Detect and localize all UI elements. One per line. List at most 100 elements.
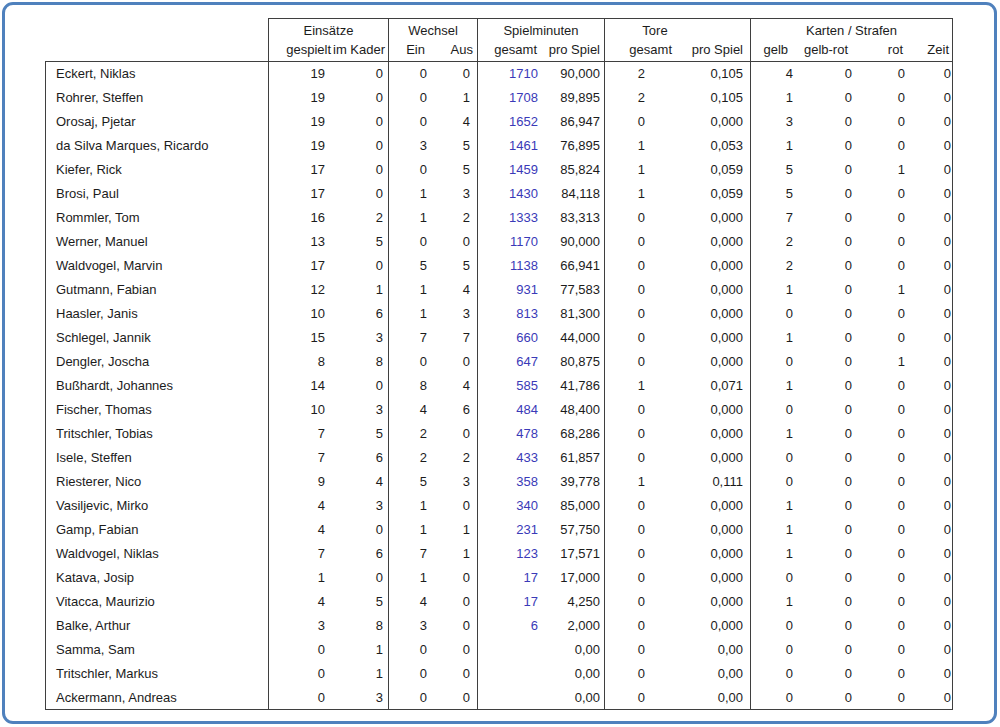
stat-cell: 1 bbox=[388, 302, 433, 326]
stat-cell: 0 bbox=[795, 542, 853, 566]
stat-cell: 0,000 bbox=[674, 398, 750, 422]
table-row: Vasiljevic, Mirko431034085,00000,0001000 bbox=[45, 494, 953, 518]
stat-cell: 0 bbox=[333, 518, 388, 542]
stat-cell: 0 bbox=[908, 638, 953, 662]
player-name-cell: Orosaj, Pjetar bbox=[45, 110, 268, 134]
stat-cell: 1 bbox=[333, 278, 388, 302]
stat-cell: 2 bbox=[388, 446, 433, 470]
table-header-columns: gespielt im Kader Ein Aus gesamt pro Spi… bbox=[45, 40, 953, 62]
stat-cell: 8 bbox=[333, 350, 388, 374]
stat-cell: 0,105 bbox=[674, 62, 750, 86]
stat-cell: 1710 bbox=[477, 62, 541, 86]
player-name-cell: Brosi, Paul bbox=[45, 182, 268, 206]
stat-cell: 0 bbox=[604, 110, 674, 134]
stat-cell: 0 bbox=[795, 422, 853, 446]
stat-cell: 6 bbox=[433, 398, 477, 422]
stat-cell: 1 bbox=[268, 566, 333, 590]
stat-cell: 0,00 bbox=[674, 686, 750, 710]
stat-cell: 17 bbox=[477, 566, 541, 590]
stat-cell: 0,059 bbox=[674, 182, 750, 206]
stat-cell: 4 bbox=[268, 518, 333, 542]
stat-cell: 0 bbox=[908, 614, 953, 638]
stat-cell: 0 bbox=[333, 110, 388, 134]
stat-cell: 6 bbox=[333, 542, 388, 566]
player-name-cell: Ackermann, Andreas bbox=[45, 686, 268, 710]
stat-cell: 4 bbox=[433, 278, 477, 302]
table-row: Bußhardt, Johannes1408458541,78610,07110… bbox=[45, 374, 953, 398]
stat-cell: 0,000 bbox=[674, 302, 750, 326]
stat-cell: 1459 bbox=[477, 158, 541, 182]
stat-cell: 0 bbox=[853, 638, 908, 662]
column-header-aus: Aus bbox=[433, 40, 477, 62]
table-row: Samma, Sam01000,0000,000000 bbox=[45, 638, 953, 662]
stat-cell: 2 bbox=[433, 206, 477, 230]
stat-cell: 4 bbox=[268, 494, 333, 518]
stat-cell: 813 bbox=[477, 302, 541, 326]
stat-cell: 123 bbox=[477, 542, 541, 566]
stat-cell: 0 bbox=[433, 422, 477, 446]
stat-cell: 13 bbox=[268, 230, 333, 254]
stat-cell: 17 bbox=[477, 590, 541, 614]
stat-cell: 0 bbox=[433, 566, 477, 590]
stat-cell: 0 bbox=[908, 422, 953, 446]
stat-cell: 5 bbox=[333, 422, 388, 446]
table-row: Tritschler, Tobias752047868,28600,000100… bbox=[45, 422, 953, 446]
player-name-cell: Bußhardt, Johannes bbox=[45, 374, 268, 398]
column-group-spielminuten: Spielminuten bbox=[477, 18, 604, 40]
stat-cell: 44,000 bbox=[541, 326, 604, 350]
stat-cell: 0 bbox=[333, 182, 388, 206]
stat-cell: 0 bbox=[908, 374, 953, 398]
table-row: Werner, Manuel13500117090,00000,0002000 bbox=[45, 230, 953, 254]
stat-cell: 3 bbox=[433, 302, 477, 326]
stat-cell: 8 bbox=[333, 614, 388, 638]
stat-cell: 0 bbox=[433, 62, 477, 86]
stat-cell: 0 bbox=[604, 302, 674, 326]
stat-cell: 0 bbox=[908, 206, 953, 230]
stat-cell: 5 bbox=[433, 134, 477, 158]
player-name-cell: Fischer, Thomas bbox=[45, 398, 268, 422]
stat-cell: 0 bbox=[853, 470, 908, 494]
stat-cell: 0 bbox=[795, 62, 853, 86]
stat-cell: 0 bbox=[604, 206, 674, 230]
player-name-cell: Kiefer, Rick bbox=[45, 158, 268, 182]
stat-cell: 1 bbox=[750, 422, 795, 446]
stat-cell: 0 bbox=[604, 446, 674, 470]
stat-cell: 0 bbox=[795, 86, 853, 110]
stat-cell: 0 bbox=[908, 302, 953, 326]
stat-cell: 1 bbox=[853, 278, 908, 302]
stat-cell: 39,778 bbox=[541, 470, 604, 494]
stat-cell: 931 bbox=[477, 278, 541, 302]
table-row: Haasler, Janis1061381381,30000,0000000 bbox=[45, 302, 953, 326]
stat-cell: 0 bbox=[853, 398, 908, 422]
stat-cell: 0 bbox=[388, 110, 433, 134]
stat-cell: 0 bbox=[604, 662, 674, 686]
column-header-gespielt: gespielt bbox=[268, 40, 333, 62]
stat-cell: 0 bbox=[908, 662, 953, 686]
stat-cell: 0,000 bbox=[674, 542, 750, 566]
stat-cell: 0 bbox=[433, 686, 477, 710]
stat-cell: 7 bbox=[268, 422, 333, 446]
stat-cell: 3 bbox=[388, 134, 433, 158]
stat-cell: 0 bbox=[333, 134, 388, 158]
stat-cell: 0 bbox=[333, 374, 388, 398]
stat-cell: 3 bbox=[268, 614, 333, 638]
table-row: Waldvogel, Marvin17055113866,94100,00020… bbox=[45, 254, 953, 278]
stat-cell: 0,105 bbox=[674, 86, 750, 110]
player-name-cell: Vasiljevic, Mirko bbox=[45, 494, 268, 518]
stat-cell: 10 bbox=[268, 398, 333, 422]
stat-cell: 0 bbox=[908, 518, 953, 542]
stat-cell: 0 bbox=[333, 254, 388, 278]
stat-cell: 2 bbox=[433, 446, 477, 470]
stat-cell bbox=[477, 686, 541, 710]
stat-cell: 484 bbox=[477, 398, 541, 422]
player-name-cell: Werner, Manuel bbox=[45, 230, 268, 254]
stat-cell: 8 bbox=[388, 374, 433, 398]
header-spacer bbox=[45, 18, 268, 40]
stat-cell: 0 bbox=[750, 686, 795, 710]
stat-cell: 0,000 bbox=[674, 494, 750, 518]
stat-cell: 0 bbox=[908, 86, 953, 110]
player-name-cell: Gutmann, Fabian bbox=[45, 278, 268, 302]
table-row: Ackermann, Andreas03000,0000,000000 bbox=[45, 686, 953, 710]
stat-cell: 0,00 bbox=[674, 638, 750, 662]
stat-cell: 0 bbox=[750, 470, 795, 494]
